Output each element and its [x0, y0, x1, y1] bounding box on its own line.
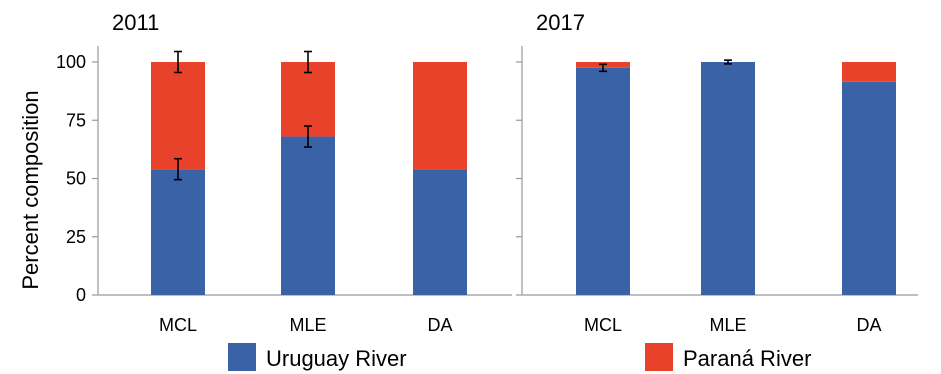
bar-segment [576, 67, 630, 295]
y-axis-label: Percent composition [18, 90, 43, 289]
y-tick-label: 25 [66, 227, 86, 247]
bar-segment [151, 62, 205, 170]
legend-swatch-parana [645, 343, 673, 371]
y-tick-label: 0 [76, 285, 86, 305]
bar-segment [281, 62, 335, 137]
legend-label-uruguay: Uruguay River [266, 346, 407, 371]
bar-segment [842, 81, 896, 296]
legend-label-parana: Paraná River [683, 346, 811, 371]
bar-segment [151, 169, 205, 295]
bar-segment [701, 62, 755, 295]
bar-segment [842, 62, 896, 82]
y-tick-label: 100 [56, 52, 86, 72]
x-tick-label: DA [856, 315, 881, 335]
panel-2017: 2017 MCL MLE DA [516, 10, 918, 335]
y-tick-label: 75 [66, 110, 86, 130]
panel-title: 2011 [112, 10, 159, 35]
x-tick-label: DA [427, 315, 452, 335]
panel-2011: 2011 0 25 50 75 100 MCL MLE DA [56, 10, 512, 335]
x-tick-label: MLE [709, 315, 746, 335]
panel-title: 2017 [536, 10, 585, 35]
bar-segment [413, 62, 467, 170]
x-tick-label: MCL [159, 315, 197, 335]
legend: Uruguay River Paraná River [228, 343, 811, 371]
bar-segment [413, 169, 467, 295]
legend-swatch-uruguay [228, 343, 256, 371]
y-tick-label: 50 [66, 169, 86, 189]
bar-segment [281, 136, 335, 295]
x-tick-label: MCL [584, 315, 622, 335]
x-tick-label: MLE [289, 315, 326, 335]
